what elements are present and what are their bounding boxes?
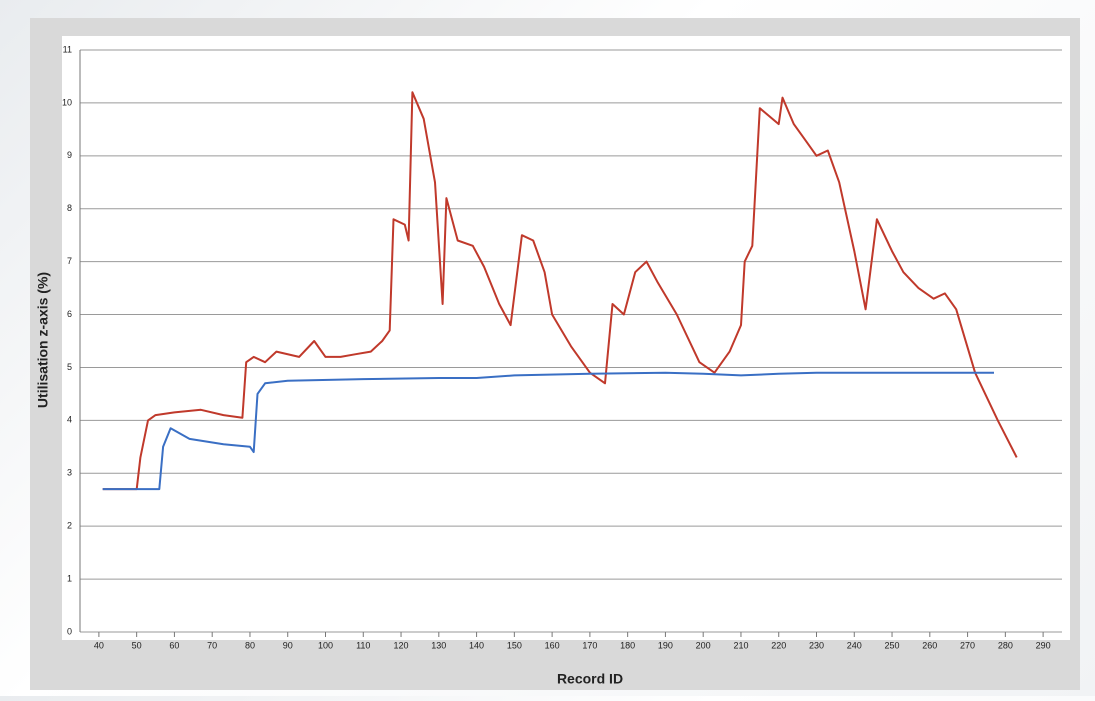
x-tick-label: 140 [469, 640, 484, 650]
x-tick-label: 130 [431, 640, 446, 650]
x-tick-label: 60 [169, 640, 179, 650]
y-tick-label: 10 [62, 97, 72, 107]
x-tick-label: 260 [922, 640, 937, 650]
y-tick-label: 5 [67, 362, 72, 372]
x-axis-title: Record ID [557, 671, 623, 687]
x-tick-label: 50 [132, 640, 142, 650]
x-tick-label: 120 [394, 640, 409, 650]
x-tick-label: 230 [809, 640, 824, 650]
y-tick-label: 9 [67, 150, 72, 160]
y-tick-label: 6 [67, 309, 72, 319]
x-tick-label: 270 [960, 640, 975, 650]
x-tick-label: 250 [885, 640, 900, 650]
chart: Record ID Utilisation z-axis (%) 0 1 2 3 4 5 6… [0, 0, 1095, 696]
x-tick-label: 150 [507, 640, 522, 650]
y-tick-label: 4 [67, 415, 72, 425]
x-tick-label: 190 [658, 640, 673, 650]
page: {"chart_data": {"type": "line", "x_label… [0, 0, 1095, 696]
y-axis-title: Utilisation z-axis (%) [35, 272, 51, 408]
x-tick-label: 220 [771, 640, 786, 650]
y-tick-label: 0 [67, 626, 72, 636]
x-tick-label: 90 [283, 640, 293, 650]
y-tick-label: 8 [67, 203, 72, 213]
x-tick-label: 170 [582, 640, 597, 650]
x-tick-label: 40 [94, 640, 104, 650]
y-tick-label: 3 [67, 468, 72, 478]
x-tick-label: 280 [998, 640, 1013, 650]
y-tick-label: 2 [67, 521, 72, 531]
y-tick-label: 1 [67, 573, 72, 583]
x-tick-label: 80 [245, 640, 255, 650]
x-tick-label: 110 [356, 640, 370, 650]
x-tick-label: 100 [318, 640, 333, 650]
y-tick-label: 11 [63, 44, 72, 54]
x-tick-label: 240 [847, 640, 862, 650]
x-tick-label: 210 [733, 640, 748, 650]
x-tick-label: 180 [620, 640, 635, 650]
x-tick-label: 200 [696, 640, 711, 650]
x-tick-label: 70 [207, 640, 217, 650]
x-tick-label: 290 [1036, 640, 1051, 650]
y-tick-label: 7 [67, 256, 72, 266]
x-tick-label: 160 [545, 640, 560, 650]
